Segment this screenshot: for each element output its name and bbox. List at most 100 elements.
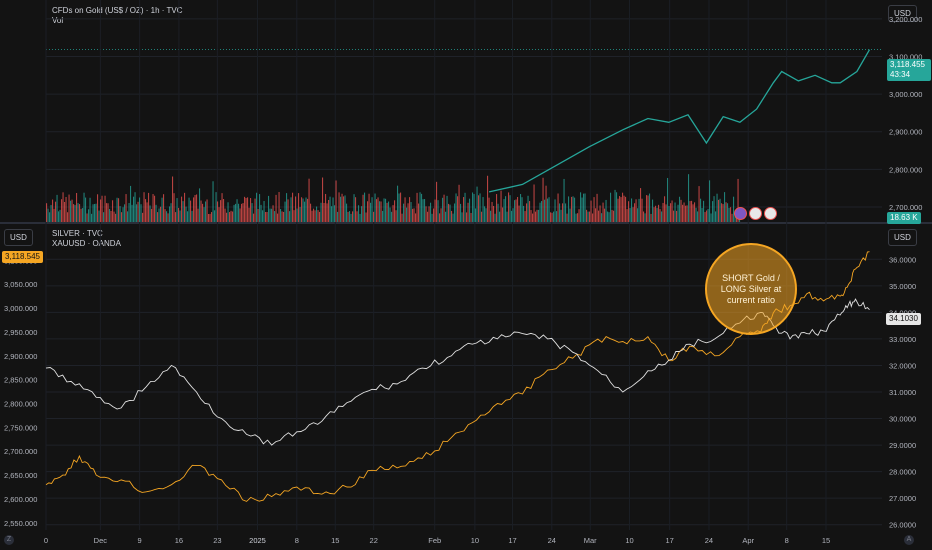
volume-bar [238, 203, 240, 222]
right-currency-button[interactable]: USD [888, 229, 917, 246]
volume-bar [199, 188, 201, 222]
volume-bar [332, 197, 334, 222]
timezone-icon[interactable]: Z [4, 535, 14, 545]
volume-bar [535, 211, 537, 222]
volume-bar [704, 212, 706, 222]
trade-idea-callout[interactable]: SHORT Gold / LONG Silver at current rati… [705, 243, 797, 335]
volume-bar [64, 201, 66, 222]
volume-bar [82, 208, 84, 222]
economic-event-icon[interactable] [734, 207, 747, 220]
volume-bar [547, 198, 549, 222]
volume-bar [100, 199, 102, 222]
volume-bar [295, 196, 297, 222]
volume-bar [731, 213, 733, 222]
volume-bar [587, 211, 589, 222]
volume-bar [694, 202, 696, 222]
volume-bar [139, 197, 141, 222]
volume-bar [80, 208, 82, 222]
top-y-tick-label: 2,800.000 [889, 165, 922, 174]
volume-bar [584, 193, 586, 222]
volume-bar [134, 192, 136, 222]
volume-bar [625, 196, 627, 222]
volume-bar [50, 204, 52, 222]
volume-bar [148, 192, 150, 222]
volume-bar [160, 206, 162, 222]
top-chart-title[interactable]: CFDs on Gold (US$ / OZ) · 1h · TVC [52, 6, 183, 15]
volume-bar [482, 197, 484, 222]
volume-bar [590, 200, 592, 222]
event-marker-icons[interactable] [734, 207, 777, 220]
volume-bar [223, 199, 225, 222]
xauusd-series-label[interactable]: XAUUSD · OANDA [52, 239, 121, 248]
volume-bar [653, 207, 655, 222]
volume-bar [311, 210, 313, 222]
volume-bar [253, 213, 255, 222]
volume-bar [314, 210, 316, 222]
volume-bar [292, 192, 294, 222]
left-y-tick-label: 3,000.000 [4, 304, 37, 313]
volume-bar [638, 198, 640, 222]
left-y-tick-label: 2,700.000 [4, 447, 37, 456]
volume-bar [565, 203, 567, 222]
volume-bar [487, 175, 489, 222]
us-flag-event-icon[interactable] [749, 207, 762, 220]
auto-scale-icon[interactable]: A [904, 535, 914, 545]
volume-bar [491, 201, 493, 222]
volume-bar [520, 194, 522, 222]
volume-bar [377, 197, 379, 222]
volume-bar [475, 208, 477, 222]
volume-bar [265, 211, 267, 222]
volume-bar [293, 210, 295, 222]
volume-bar [439, 213, 441, 222]
volume-bar [715, 211, 717, 222]
volume-bar [353, 194, 355, 222]
right-y-tick-label: 28.0000 [889, 468, 916, 477]
volume-bar [283, 211, 285, 222]
volume-bar [323, 202, 325, 222]
volume-bar [365, 212, 367, 222]
volume-bar [436, 181, 438, 222]
volume-bar [574, 197, 576, 222]
volume-bar [559, 203, 561, 222]
volume-bar [592, 213, 594, 222]
volume-bar [463, 197, 465, 222]
volume-bar [73, 204, 75, 222]
gold-price-line [488, 49, 871, 193]
volume-bar [686, 205, 688, 222]
volume-bar [545, 185, 547, 222]
volume-bar [70, 200, 72, 222]
volume-bar [629, 208, 631, 222]
volume-bar [275, 194, 277, 222]
volume-bar [380, 201, 382, 222]
volume-bar [460, 203, 462, 222]
top-currency-button[interactable]: USD [888, 5, 917, 22]
volume-bar [404, 197, 406, 222]
vol-label[interactable]: Vol [52, 16, 64, 25]
x-tick-label: 16 [175, 536, 183, 545]
volume-bar [163, 194, 165, 222]
volume-bar [346, 203, 348, 222]
volume-bar [191, 210, 193, 222]
volume-bar [278, 192, 280, 222]
us-flag-event-icon[interactable] [764, 207, 777, 220]
volume-bar [529, 201, 531, 222]
volume-bar [682, 204, 684, 222]
volume-bar [608, 212, 610, 222]
volume-bar [544, 199, 546, 222]
volume-bar [655, 205, 657, 222]
left-currency-button[interactable]: USD [4, 229, 33, 246]
volume-bar [661, 211, 663, 222]
volume-bar [427, 211, 429, 222]
volume-bar [170, 203, 172, 222]
volume-bar [280, 209, 282, 222]
volume-bar [446, 195, 448, 222]
volume-bar [136, 204, 138, 222]
volume-bar [52, 199, 54, 222]
volume-bar [406, 207, 408, 222]
silver-series-label[interactable]: SILVER · TVC [52, 229, 103, 238]
volume-bar [106, 203, 108, 222]
right-y-tick-label: 34.0000 [889, 308, 916, 317]
volume-bar [473, 194, 475, 222]
volume-bar [115, 213, 117, 222]
